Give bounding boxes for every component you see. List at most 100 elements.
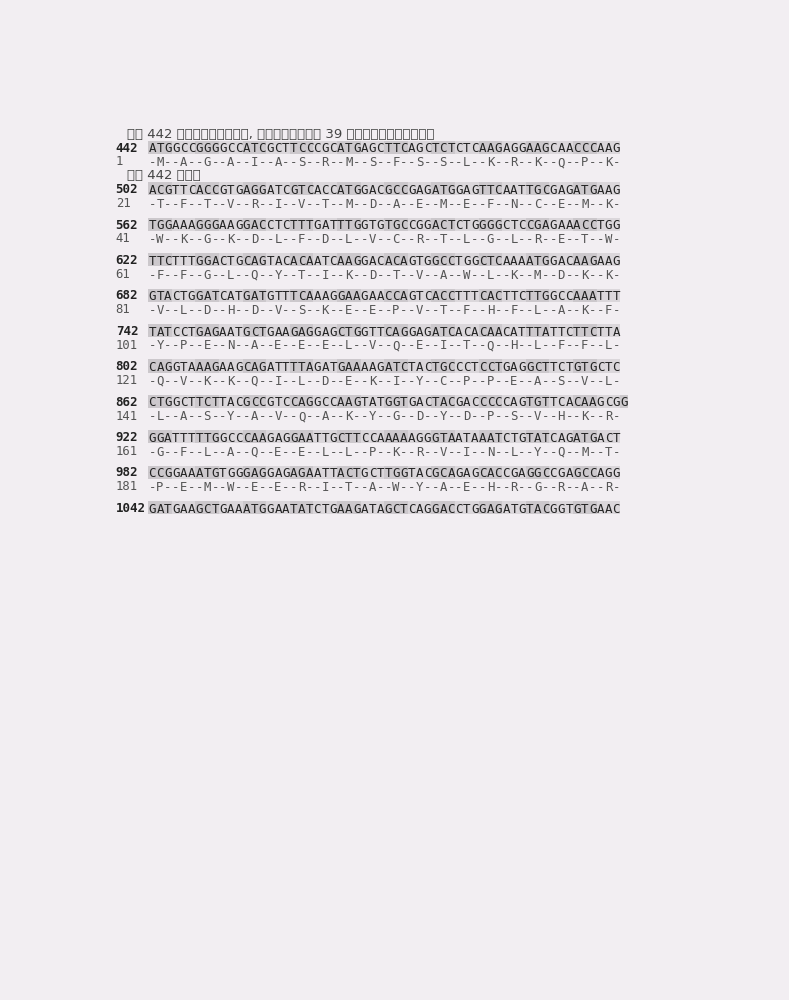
Bar — [219, 289, 227, 302]
Text: G: G — [416, 219, 424, 232]
Text: C: C — [604, 396, 612, 409]
Bar — [353, 218, 361, 231]
Bar — [495, 141, 503, 154]
Text: C: C — [581, 467, 589, 480]
Text: A: A — [581, 255, 589, 268]
Text: C: C — [526, 219, 533, 232]
Text: -: - — [219, 269, 226, 282]
Text: G: G — [259, 467, 266, 480]
Text: A: A — [581, 396, 589, 409]
Text: T: T — [376, 467, 384, 480]
Bar — [297, 395, 305, 408]
Text: T: T — [156, 396, 164, 409]
Text: T: T — [581, 326, 589, 339]
Bar — [455, 359, 463, 373]
Text: -: - — [306, 156, 313, 169]
Bar — [258, 324, 266, 337]
Text: -: - — [550, 410, 557, 423]
Text: 141: 141 — [116, 410, 138, 423]
Text: L: L — [227, 269, 234, 282]
Bar — [549, 395, 557, 408]
Text: A: A — [204, 361, 211, 374]
Bar — [274, 289, 282, 302]
Text: G: G — [424, 503, 432, 516]
Text: 121: 121 — [116, 374, 138, 387]
Text: A: A — [227, 396, 234, 409]
Bar — [408, 182, 416, 195]
Text: -: - — [566, 339, 573, 352]
Bar — [376, 324, 384, 337]
Text: F: F — [180, 269, 187, 282]
Bar — [274, 430, 282, 443]
Text: F: F — [510, 304, 518, 317]
Text: T: T — [487, 184, 494, 197]
Bar — [164, 324, 172, 337]
Text: -: - — [518, 410, 525, 423]
Text: T: T — [550, 361, 557, 374]
Text: E: E — [180, 481, 187, 494]
Text: -: - — [196, 410, 203, 423]
Text: G: G — [164, 396, 172, 409]
Bar — [266, 182, 274, 195]
Text: A: A — [251, 290, 258, 303]
Text: -: - — [589, 304, 596, 317]
Text: T: T — [275, 396, 282, 409]
Text: G: G — [432, 467, 439, 480]
Text: 61: 61 — [116, 268, 130, 281]
Bar — [282, 359, 290, 373]
Bar — [164, 289, 172, 302]
Bar — [604, 359, 612, 373]
Bar — [164, 253, 172, 266]
Text: -: - — [455, 410, 462, 423]
Bar — [243, 359, 250, 373]
Text: C: C — [243, 255, 250, 268]
Text: -: - — [329, 481, 337, 494]
Bar — [211, 289, 219, 302]
Text: C: C — [479, 396, 486, 409]
Text: S: S — [298, 304, 305, 317]
Bar — [565, 141, 573, 154]
Text: G: G — [259, 255, 266, 268]
Bar — [612, 501, 620, 514]
Bar — [172, 324, 180, 337]
Bar — [439, 466, 447, 479]
Text: -: - — [408, 481, 416, 494]
Bar — [345, 466, 353, 479]
Text: E: E — [322, 339, 329, 352]
Bar — [353, 501, 361, 514]
Text: D: D — [322, 375, 329, 388]
Text: A: A — [321, 361, 329, 374]
Text: -: - — [164, 375, 171, 388]
Bar — [313, 430, 321, 443]
Text: L: L — [604, 339, 612, 352]
Bar — [518, 182, 525, 195]
Text: -: - — [282, 198, 290, 211]
Text: N: N — [487, 446, 494, 459]
Text: F: F — [156, 269, 163, 282]
Text: -: - — [290, 410, 297, 423]
Bar — [471, 501, 479, 514]
Bar — [447, 324, 455, 337]
Text: T: T — [275, 219, 282, 232]
Bar — [305, 218, 313, 231]
Bar — [525, 359, 533, 373]
Bar — [321, 359, 329, 373]
Text: A: A — [455, 432, 462, 445]
Text: C: C — [392, 184, 400, 197]
Text: -: - — [235, 233, 242, 246]
Text: Y: Y — [439, 410, 447, 423]
Bar — [258, 253, 266, 266]
Text: C: C — [518, 219, 525, 232]
Text: -: - — [400, 156, 408, 169]
Bar — [439, 395, 447, 408]
Bar — [321, 324, 329, 337]
Text: A: A — [384, 432, 392, 445]
Bar — [495, 289, 503, 302]
Text: -: - — [518, 156, 525, 169]
Text: C: C — [235, 142, 242, 155]
Bar — [541, 501, 549, 514]
Text: R: R — [416, 446, 423, 459]
Bar — [290, 141, 297, 154]
Text: -: - — [267, 410, 274, 423]
Text: -: - — [314, 410, 321, 423]
